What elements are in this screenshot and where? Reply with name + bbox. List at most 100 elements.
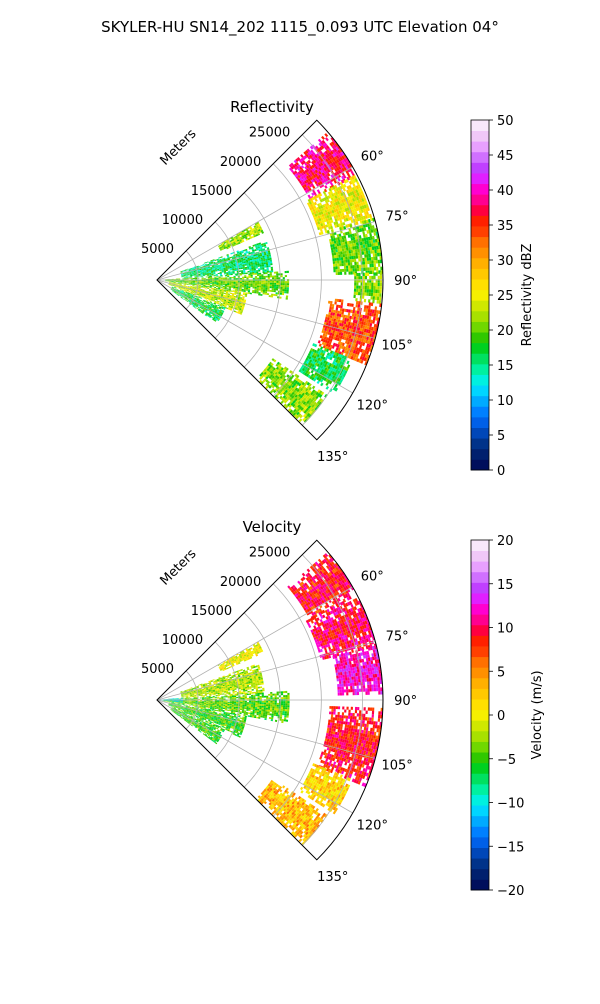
colorbar-tick-label: 5 xyxy=(497,429,505,444)
colorbar-tick-label: 20 xyxy=(497,324,514,339)
azimuth-tick-label: 105° xyxy=(381,338,412,353)
azimuth-tick-label: 135° xyxy=(317,870,348,885)
colorbar-swatch xyxy=(471,162,489,173)
colorbar-tick-label: 0 xyxy=(497,709,505,724)
colorbar-tick-label: 50 xyxy=(497,114,514,129)
colorbar-swatch xyxy=(471,343,489,354)
colorbar-swatch xyxy=(471,784,489,795)
colorbar-swatch xyxy=(471,300,489,311)
azimuth-tick-label: 60° xyxy=(361,150,384,165)
colorbar-swatch xyxy=(471,205,489,216)
colorbar-swatch xyxy=(471,131,489,142)
colorbar-swatch xyxy=(471,353,489,364)
colorbar-tick-label: 10 xyxy=(497,394,514,409)
colorbar-swatch xyxy=(471,152,489,163)
colorbar-swatch xyxy=(471,428,489,439)
radial-tick-label: 20000 xyxy=(220,575,261,590)
colorbar-swatch xyxy=(471,667,489,678)
colorbar-tick-label: 0 xyxy=(497,464,505,479)
colorbar-swatch xyxy=(471,837,489,848)
colorbar-swatch xyxy=(471,858,489,869)
colorbar-tick-label: 45 xyxy=(497,149,514,164)
azimuth-tick-label: 75° xyxy=(386,210,409,225)
radial-tick-label: 10000 xyxy=(162,633,203,648)
colorbar-swatch xyxy=(471,322,489,333)
colorbar-swatch xyxy=(471,561,489,572)
colorbar-tick-label: 30 xyxy=(497,254,514,269)
echo-region xyxy=(332,645,382,695)
colorbar-swatch xyxy=(471,385,489,396)
colorbar-tick-label: 10 xyxy=(497,622,514,637)
colorbar-swatch xyxy=(471,635,489,646)
colorbar-swatch xyxy=(471,237,489,248)
colorbar-swatch xyxy=(471,459,489,470)
reflectivity-colorbar-label: Reflectivity dBZ xyxy=(520,244,535,347)
colorbar-swatch xyxy=(471,731,489,742)
colorbar-swatch xyxy=(471,646,489,657)
colorbar-swatch xyxy=(471,678,489,689)
azimuth-tick-label: 120° xyxy=(357,398,388,413)
figure-title: SKYLER-HU SN14_202 1115_0.093 UTC Elevat… xyxy=(101,18,499,37)
colorbar-swatch xyxy=(471,848,489,859)
velocity-colorbar-label: Velocity (m/s) xyxy=(530,670,545,759)
colorbar-swatch xyxy=(471,311,489,322)
reflectivity-sector-plot: 50001000015000200002500060°75°90°105°120… xyxy=(141,120,417,465)
colorbar-tick-label: −20 xyxy=(497,884,524,899)
velocity-panel: Velocity 50001000015000200002500060°75°9… xyxy=(141,518,545,899)
azimuth-tick-label: 135° xyxy=(317,450,348,465)
velocity-radial-axis-label: Meters xyxy=(158,546,200,588)
azimuth-tick-label: 90° xyxy=(394,694,417,709)
colorbar-swatch xyxy=(471,375,489,386)
colorbar-swatch xyxy=(471,614,489,625)
colorbar-tick-label: 20 xyxy=(497,534,514,549)
colorbar-swatch xyxy=(471,332,489,343)
colorbar-swatch xyxy=(471,604,489,615)
colorbar-swatch xyxy=(471,763,489,774)
velocity-sector-plot: 50001000015000200002500060°75°90°105°120… xyxy=(141,540,417,885)
colorbar-swatch xyxy=(471,279,489,290)
radial-tick-label: 5000 xyxy=(141,662,174,677)
reflectivity-panel: Reflectivity 50001000015000200002500060°… xyxy=(141,98,535,479)
radial-tick-label: 10000 xyxy=(162,213,203,228)
colorbar-tick-label: 35 xyxy=(497,219,514,234)
colorbar-swatch xyxy=(471,699,489,710)
colorbar-tick-label: 15 xyxy=(497,578,514,593)
colorbar-swatch xyxy=(471,438,489,449)
colorbar-swatch xyxy=(471,449,489,460)
colorbar-swatch xyxy=(471,173,489,184)
azimuth-tick-label: 60° xyxy=(361,570,384,585)
colorbar-swatch xyxy=(471,247,489,258)
colorbar-swatch xyxy=(471,184,489,195)
colorbar-swatch xyxy=(471,396,489,407)
radial-tick-label: 15000 xyxy=(191,604,232,619)
colorbar-swatch xyxy=(471,805,489,816)
colorbar-tick-label: 40 xyxy=(497,184,514,199)
colorbar-swatch xyxy=(471,215,489,226)
colorbar-swatch xyxy=(471,551,489,562)
colorbar-tick-label: 25 xyxy=(497,289,514,304)
radial-tick-label: 5000 xyxy=(141,242,174,257)
colorbar-swatch xyxy=(471,625,489,636)
radial-tick-label: 25000 xyxy=(249,126,290,141)
colorbar-swatch xyxy=(471,120,489,131)
colorbar-swatch xyxy=(471,742,489,753)
colorbar-swatch xyxy=(471,688,489,699)
colorbar-swatch xyxy=(471,710,489,721)
colorbar-swatch xyxy=(471,268,489,279)
colorbar-swatch xyxy=(471,879,489,890)
azimuth-tick-label: 75° xyxy=(386,630,409,645)
colorbar-tick-label: 5 xyxy=(497,665,505,680)
azimuth-tick-label: 105° xyxy=(381,758,412,773)
colorbar-swatch xyxy=(471,869,489,880)
colorbar-swatch xyxy=(471,816,489,827)
echo-region xyxy=(353,272,382,304)
colorbar-swatch xyxy=(471,141,489,152)
reflectivity-title: Reflectivity xyxy=(230,98,314,116)
colorbar-swatch xyxy=(471,258,489,269)
reflectivity-radial-axis-label: Meters xyxy=(158,126,200,168)
colorbar-swatch xyxy=(471,290,489,301)
colorbar-swatch xyxy=(471,773,489,784)
